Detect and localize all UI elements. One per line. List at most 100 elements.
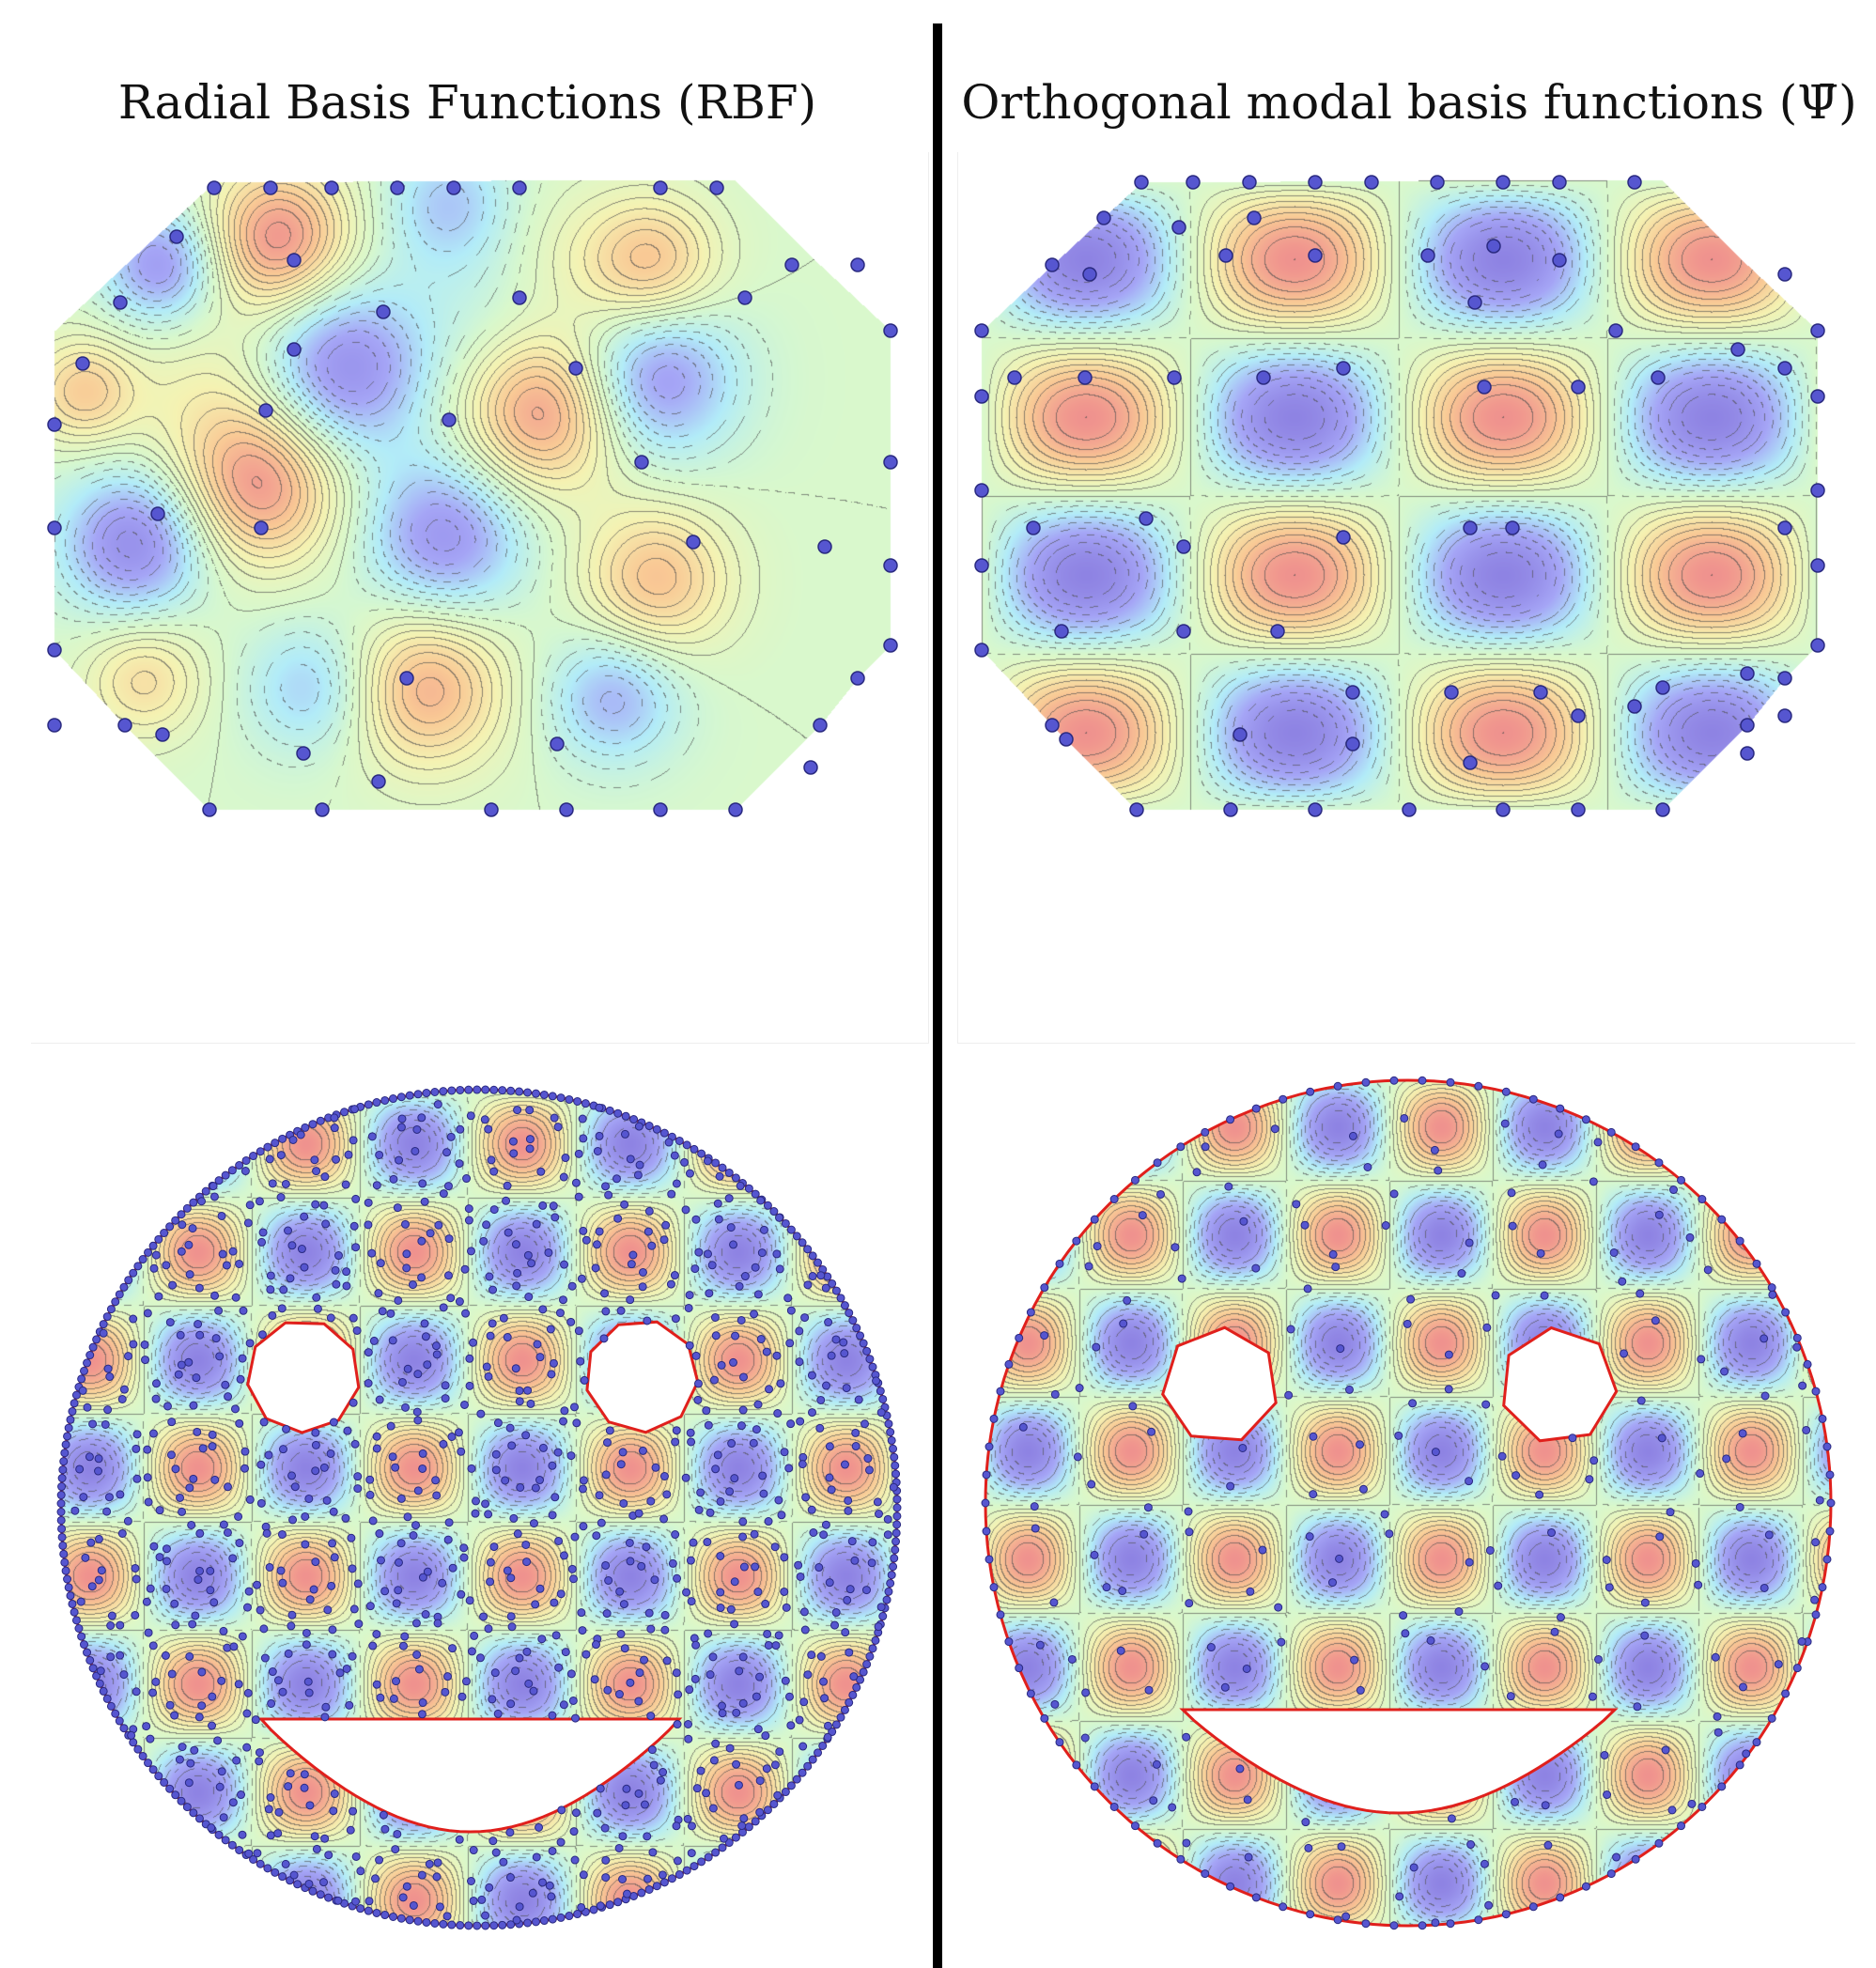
- interior-node: [235, 1539, 244, 1548]
- interior-node: [469, 1846, 478, 1855]
- boundary-node: [340, 1108, 349, 1117]
- interior-node: [228, 1554, 238, 1563]
- interior-node: [716, 1496, 725, 1506]
- interior-node: [823, 1732, 832, 1742]
- boundary-node: [878, 1612, 888, 1621]
- interior-node: [380, 1587, 390, 1596]
- boundary-node: [498, 1920, 507, 1929]
- interior-node: [1430, 1145, 1439, 1154]
- interior-node: [448, 1644, 457, 1653]
- interior-node: [1274, 1603, 1283, 1612]
- interior-node: [601, 1470, 611, 1480]
- boundary-node: [652, 1124, 661, 1134]
- interior-node: [364, 1220, 373, 1230]
- interior-node: [311, 1200, 320, 1209]
- interior-node: [311, 1440, 320, 1449]
- interior-node: [1792, 1342, 1802, 1352]
- interior-node: [640, 1800, 649, 1809]
- interior-node: [341, 1513, 350, 1523]
- interior-node: [1118, 1587, 1127, 1596]
- interior-node: [694, 1247, 704, 1257]
- interior-node: [439, 1303, 448, 1312]
- interior-node: [1185, 1527, 1194, 1537]
- collocation-node: [1810, 483, 1825, 498]
- domain-boundary: [982, 180, 1818, 810]
- boundary-node: [77, 1632, 86, 1641]
- interior-node: [673, 1573, 682, 1583]
- boundary-node: [556, 1093, 566, 1103]
- interior-node: [549, 1358, 558, 1368]
- interior-node: [1226, 1481, 1235, 1491]
- collocation-node: [1223, 802, 1238, 817]
- interior-node: [591, 1640, 600, 1650]
- interior-node: [1447, 1814, 1456, 1823]
- interior-node: [819, 1530, 829, 1540]
- interior-node: [365, 1490, 375, 1499]
- interior-node: [217, 1211, 226, 1220]
- interior-node: [286, 1769, 295, 1778]
- interior-node: [795, 1715, 804, 1725]
- interior-node: [1696, 1469, 1705, 1479]
- interior-node: [376, 1693, 385, 1702]
- interior-node: [831, 1608, 841, 1618]
- collocation-node: [47, 520, 62, 535]
- interior-node: [770, 1760, 780, 1770]
- interior-node: [1512, 1471, 1521, 1480]
- boundary-node: [531, 1917, 540, 1927]
- interior-node: [515, 1653, 524, 1663]
- interior-node: [287, 1471, 297, 1480]
- interior-node: [762, 1764, 771, 1774]
- interior-node: [506, 1612, 516, 1621]
- boundary-node: [814, 1748, 823, 1758]
- interior-node: [264, 1450, 273, 1460]
- boundary-node: [1004, 1359, 1014, 1369]
- interior-node: [1497, 1451, 1507, 1461]
- interior-node: [421, 1610, 430, 1619]
- interior-node: [556, 1589, 566, 1599]
- boundary-node: [201, 1186, 210, 1196]
- interior-node: [738, 1372, 748, 1382]
- interior-node: [143, 1473, 152, 1482]
- interior-node: [215, 1352, 225, 1361]
- interior-node: [1093, 1242, 1102, 1251]
- interior-node: [1143, 1503, 1153, 1512]
- interior-node: [313, 1304, 322, 1313]
- interior-node: [579, 1476, 588, 1485]
- interior-node: [863, 1454, 873, 1464]
- interior-node: [426, 1229, 435, 1238]
- interior-node: [219, 1813, 228, 1822]
- collocation-node: [817, 539, 832, 554]
- interior-node: [574, 1192, 583, 1201]
- interior-node: [781, 1676, 790, 1685]
- boundary-node: [876, 1387, 885, 1396]
- interior-node: [146, 1584, 155, 1593]
- interior-node: [649, 1760, 659, 1770]
- interior-node: [753, 1400, 763, 1409]
- interior-node: [85, 1452, 94, 1462]
- boundary-node: [605, 1900, 614, 1910]
- interior-node: [703, 1538, 712, 1547]
- interior-node: [547, 1370, 556, 1379]
- interior-node: [864, 1465, 874, 1475]
- boundary-node: [56, 1499, 66, 1509]
- interior-node: [184, 1357, 194, 1367]
- boundary-node: [1792, 1333, 1802, 1342]
- interior-node: [327, 1581, 336, 1590]
- interior-node: [284, 1649, 293, 1658]
- interior-node: [380, 1824, 390, 1834]
- boundary-node: [808, 1251, 817, 1261]
- boundary-node: [133, 1744, 143, 1754]
- interior-node: [502, 1196, 511, 1205]
- interior-node: [354, 1619, 364, 1629]
- collocation-node: [1655, 680, 1670, 695]
- boundary-node: [380, 1095, 390, 1105]
- interior-node: [177, 1360, 186, 1370]
- boundary-node: [316, 1116, 325, 1125]
- interior-node: [529, 1686, 538, 1696]
- boundary-node: [1251, 1893, 1261, 1902]
- interior-node: [1506, 1692, 1515, 1701]
- interior-node: [154, 1292, 163, 1301]
- boundary-node: [1418, 1921, 1427, 1930]
- interior-node: [1206, 1643, 1216, 1652]
- interior-node: [511, 1240, 520, 1249]
